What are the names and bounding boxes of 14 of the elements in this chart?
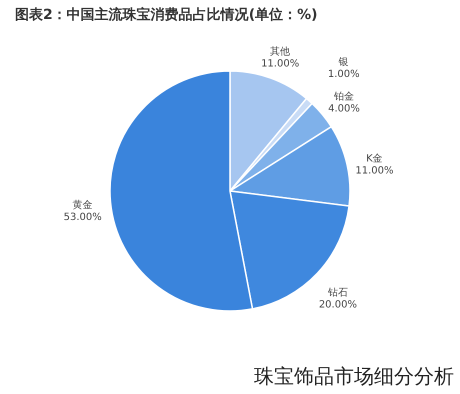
chart-title: 图表2：中国主流珠宝消费品占比情况(单位：%) xyxy=(15,6,318,23)
data-label: 1.00% xyxy=(328,68,360,80)
text: 珠宝饰品市场细分分析 xyxy=(254,363,454,390)
data-label: 11.00% xyxy=(261,58,300,70)
slice-label: K金 xyxy=(366,152,383,165)
data-label: 20.00% xyxy=(318,299,357,310)
slice-label: 银 xyxy=(338,56,349,68)
data-label: 4.00% xyxy=(328,104,360,115)
data-label: 53.00% xyxy=(64,212,102,223)
slice-label: 其他 xyxy=(270,46,290,58)
slice-label: 钻石 xyxy=(326,287,348,298)
slice-label: 铂金 xyxy=(333,90,354,103)
slice-label: 黄金 xyxy=(72,198,93,211)
data-label: 11.00% xyxy=(355,166,394,177)
